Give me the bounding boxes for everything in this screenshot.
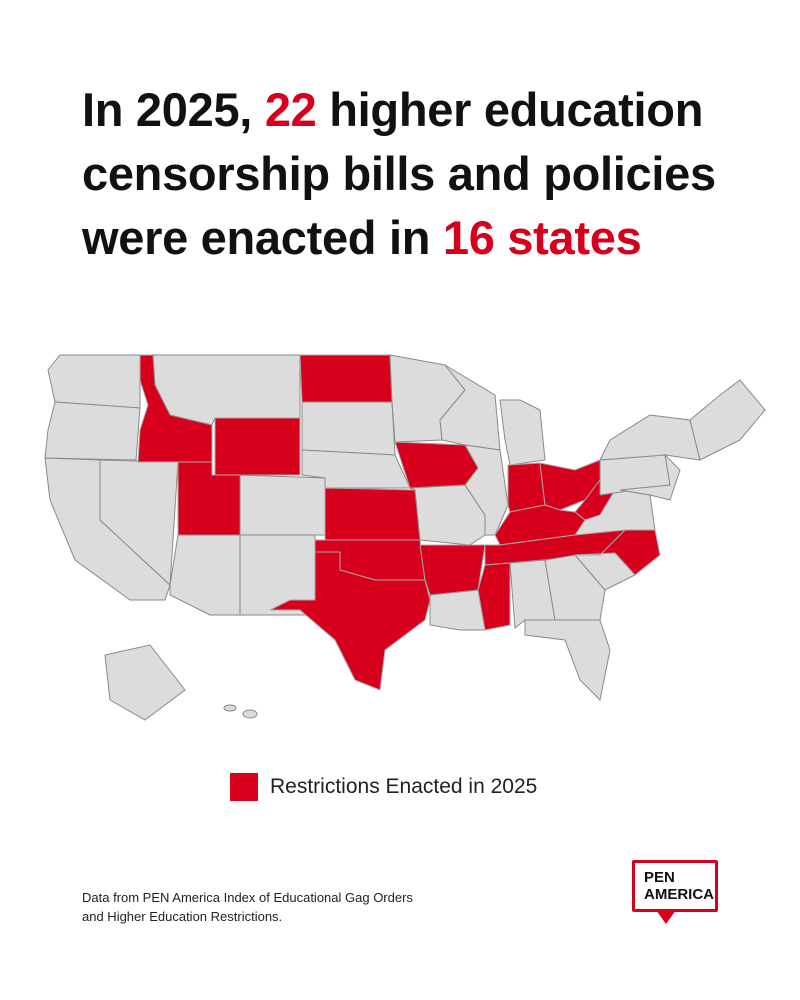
legend-label: Restrictions Enacted in 2025 (270, 775, 538, 798)
state (689, 379, 766, 461)
headline-text: were enacted in (82, 211, 443, 264)
headline-text: higher education (316, 83, 704, 136)
state (619, 453, 681, 501)
state (152, 354, 301, 426)
legend-swatch (230, 773, 258, 801)
source-note: Data from PEN America Index of Education… (82, 888, 413, 926)
state (477, 562, 511, 631)
state (507, 462, 546, 513)
state (242, 709, 258, 719)
state (419, 544, 486, 596)
headline: In 2025, 22 higher education censorship … (82, 78, 716, 270)
legend: Restrictions Enacted in 2025 (230, 773, 537, 801)
state (269, 551, 431, 691)
logo-tail (656, 910, 676, 924)
state (324, 487, 421, 541)
state (524, 619, 611, 702)
state (599, 414, 701, 461)
headline-text: censorship bills and policies (82, 147, 716, 200)
state (574, 529, 661, 576)
state (499, 399, 546, 466)
headline-line: In 2025, 22 higher education (82, 78, 716, 142)
source-line: Data from PEN America Index of Education… (82, 890, 413, 905)
logo-text: PEN (644, 869, 675, 886)
state (464, 444, 509, 536)
state (429, 589, 486, 631)
headline-line: were enacted in 16 states (82, 206, 716, 270)
state (301, 401, 396, 456)
state (104, 644, 186, 721)
headline-highlight: 22 (264, 83, 317, 136)
state (544, 554, 606, 621)
logo: PEN AMERICA (632, 860, 718, 912)
headline-highlight: 16 states (442, 211, 642, 264)
logo-text: AMERICA (644, 886, 714, 903)
state (394, 441, 479, 489)
state (47, 354, 141, 409)
state (223, 704, 237, 712)
headline-text: In 2025, (82, 83, 265, 136)
state (239, 474, 326, 536)
state (299, 354, 393, 403)
state (214, 417, 301, 476)
headline-line: censorship bills and policies (82, 142, 716, 206)
state (169, 534, 241, 616)
state (44, 401, 141, 461)
us-map (44, 354, 766, 721)
source-line: and Higher Education Restrictions. (82, 909, 283, 924)
